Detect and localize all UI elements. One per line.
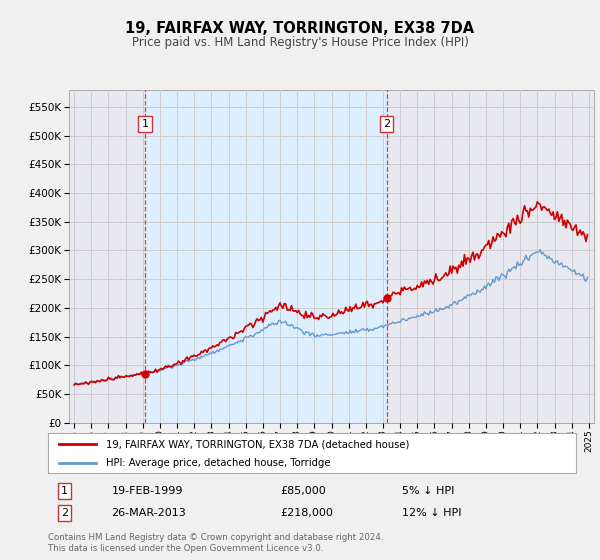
Text: 26-MAR-2013: 26-MAR-2013 <box>112 508 186 518</box>
Text: £218,000: £218,000 <box>280 508 333 518</box>
Text: 1: 1 <box>142 119 148 129</box>
Text: 12% ↓ HPI: 12% ↓ HPI <box>402 508 461 518</box>
Text: Price paid vs. HM Land Registry's House Price Index (HPI): Price paid vs. HM Land Registry's House … <box>131 36 469 49</box>
Text: 2: 2 <box>383 119 390 129</box>
Text: 19-FEB-1999: 19-FEB-1999 <box>112 486 183 496</box>
Text: £85,000: £85,000 <box>280 486 326 496</box>
Text: 2: 2 <box>61 508 68 518</box>
Text: Contains HM Land Registry data © Crown copyright and database right 2024.
This d: Contains HM Land Registry data © Crown c… <box>48 533 383 553</box>
Text: 5% ↓ HPI: 5% ↓ HPI <box>402 486 454 496</box>
Text: 1: 1 <box>61 486 68 496</box>
Text: HPI: Average price, detached house, Torridge: HPI: Average price, detached house, Torr… <box>106 458 331 468</box>
Text: 19, FAIRFAX WAY, TORRINGTON, EX38 7DA (detached house): 19, FAIRFAX WAY, TORRINGTON, EX38 7DA (d… <box>106 439 409 449</box>
Bar <box>145 90 386 423</box>
Text: 19, FAIRFAX WAY, TORRINGTON, EX38 7DA: 19, FAIRFAX WAY, TORRINGTON, EX38 7DA <box>125 21 475 36</box>
